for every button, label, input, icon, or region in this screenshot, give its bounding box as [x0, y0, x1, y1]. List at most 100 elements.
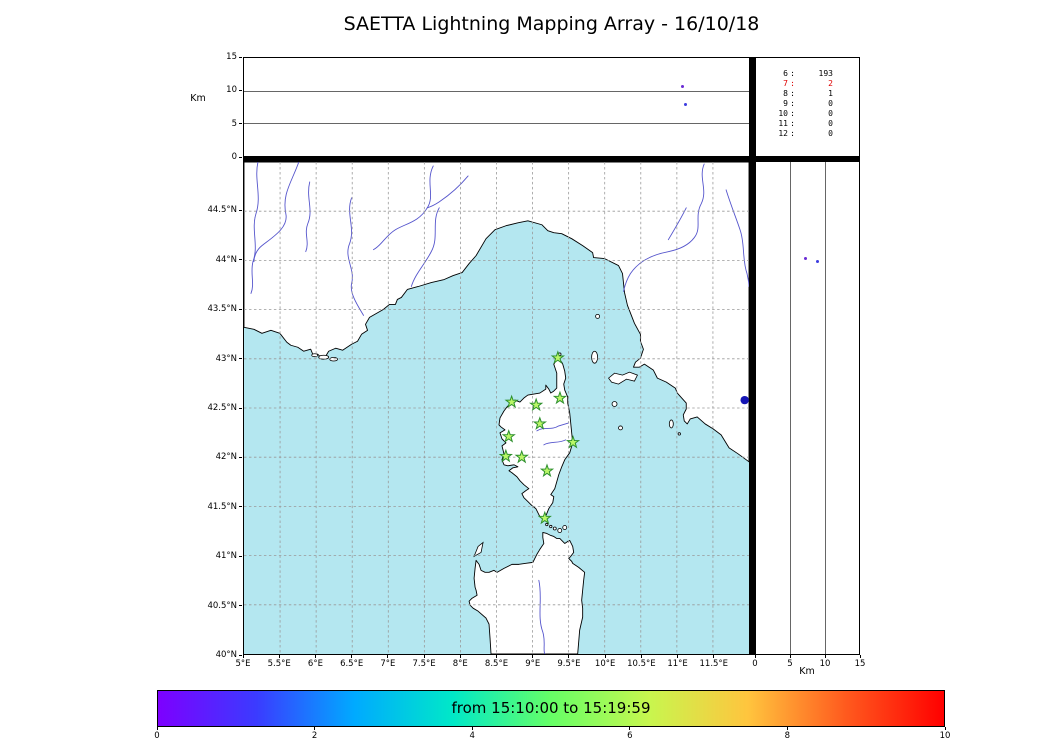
lat-tick-mark	[239, 259, 242, 261]
station-count-key: 12	[778, 129, 788, 138]
lon-tick-mark	[604, 655, 606, 658]
colorbar-tick-label: 0	[154, 731, 160, 741]
colorbar: from 15:10:00 to 15:19:59	[157, 690, 945, 727]
island	[318, 354, 330, 360]
station-count-value: 0	[828, 109, 833, 118]
station-count-key: 9	[783, 99, 788, 108]
alt-tick-label: 15	[226, 52, 237, 62]
lma-station-star	[514, 449, 529, 464]
lat-tick-label: 44.5°N	[207, 205, 237, 216]
lon-tick-mark	[532, 655, 534, 658]
lat-tick-mark	[239, 506, 242, 508]
station-count-key: 10	[778, 109, 788, 118]
lma-station-star	[565, 434, 581, 449]
km-tick-label: 0	[752, 659, 758, 669]
rivers	[250, 162, 749, 654]
alt-tick-mark	[239, 89, 242, 91]
lma-station-star	[501, 429, 516, 443]
island	[591, 350, 598, 364]
altitude-longitude-panel	[243, 57, 750, 157]
island	[549, 524, 553, 529]
km-tick-mark	[754, 655, 756, 658]
lon-tick-label: 9.5°E	[557, 659, 581, 669]
river-path	[543, 439, 567, 446]
lat-tick-mark	[239, 209, 242, 211]
lon-tick-mark	[459, 655, 461, 658]
station-count-key: 7	[783, 79, 788, 88]
island	[595, 313, 600, 319]
lma-station-star	[539, 463, 555, 478]
colorbar-tick-mark	[471, 727, 473, 730]
station-count-value: 0	[828, 129, 833, 138]
altitude-gridline	[824, 162, 826, 654]
island	[677, 432, 681, 436]
alt-tick-mark	[239, 56, 242, 58]
island	[611, 401, 618, 407]
lma-station-star	[498, 448, 513, 463]
alt-tick-mark	[239, 156, 242, 158]
lma-station-star	[529, 397, 544, 412]
lma-stations	[498, 350, 581, 525]
lon-tick-label: 10°E	[594, 659, 616, 669]
lon-tick-label: 5.5°E	[267, 659, 291, 669]
lightning-sources	[740, 395, 749, 405]
lat-tick-mark	[239, 358, 242, 360]
colorbar-tick-mark	[629, 727, 631, 730]
km-tick-mark	[824, 655, 826, 658]
km-tick-label: 10	[819, 659, 831, 669]
station-count-separator: :	[790, 79, 795, 88]
station-count-key: 6	[783, 69, 788, 78]
km-tick-label: 5	[787, 659, 793, 669]
island	[557, 528, 563, 533]
lma-station-star	[504, 394, 519, 409]
station-count-key: 11	[778, 119, 788, 128]
island	[545, 522, 549, 527]
lat-tick-label: 42°N	[215, 452, 237, 463]
station-count-rows: 6: 193 7: 2 8: 1 9: 0 10: 0 11: 0 12: 0	[768, 69, 859, 139]
station-count-key: 8	[783, 89, 788, 98]
alt-tick-label: 0	[231, 152, 237, 162]
sardinia-landmass	[468, 532, 586, 654]
island	[552, 526, 557, 531]
station-count-separator: :	[790, 109, 795, 118]
station-count-value: 0	[828, 99, 833, 108]
station-count-value: 2	[828, 79, 833, 88]
lon-tick-label: 11.5°E	[699, 659, 729, 669]
lon-tick-label: 11°E	[667, 659, 688, 669]
altitude-axis-label: Km	[190, 93, 206, 104]
lat-tick-mark	[239, 605, 242, 607]
station-count-row: 6: 193	[768, 69, 859, 79]
colorbar-tick-label: 10	[939, 731, 951, 741]
source-dot	[803, 257, 807, 261]
lon-tick-label: 6°E	[307, 659, 323, 669]
panel-separator-horizontal	[243, 157, 860, 161]
island	[668, 419, 674, 429]
station-count-row: 8: 1	[768, 89, 859, 99]
lat-tick-label: 40°N	[215, 650, 237, 660]
lat-tick-mark	[239, 407, 242, 409]
island	[562, 525, 568, 530]
station-count-separator: :	[790, 129, 795, 138]
lat-tick-label: 43.5°N	[207, 304, 237, 315]
river-path	[373, 165, 434, 251]
alt-tick-label: 10	[226, 85, 237, 96]
station-count-panel: 6: 193 7: 2 8: 1 9: 0 10: 0 11: 0 12: 0	[755, 57, 860, 157]
lon-tick-label: 7°E	[380, 659, 396, 669]
river-path	[667, 207, 687, 241]
island-asinara	[473, 541, 484, 558]
station-count-separator: :	[790, 99, 795, 108]
panel-separator-vertical	[750, 57, 755, 655]
river-path	[305, 181, 311, 253]
colorbar-tick-mark	[156, 727, 158, 730]
altitude-gridline	[790, 162, 792, 654]
lon-tick-mark	[278, 655, 280, 658]
station-count-row: 10: 0	[768, 109, 859, 119]
lon-tick-mark	[677, 655, 679, 658]
colorbar-tick-mark	[786, 727, 788, 730]
river-path	[623, 163, 705, 292]
station-count-value: 193	[818, 69, 833, 78]
lat-tick-label: 42.5°N	[207, 403, 237, 413]
lat-tick-mark	[239, 654, 242, 656]
station-count-value: 0	[828, 119, 833, 128]
